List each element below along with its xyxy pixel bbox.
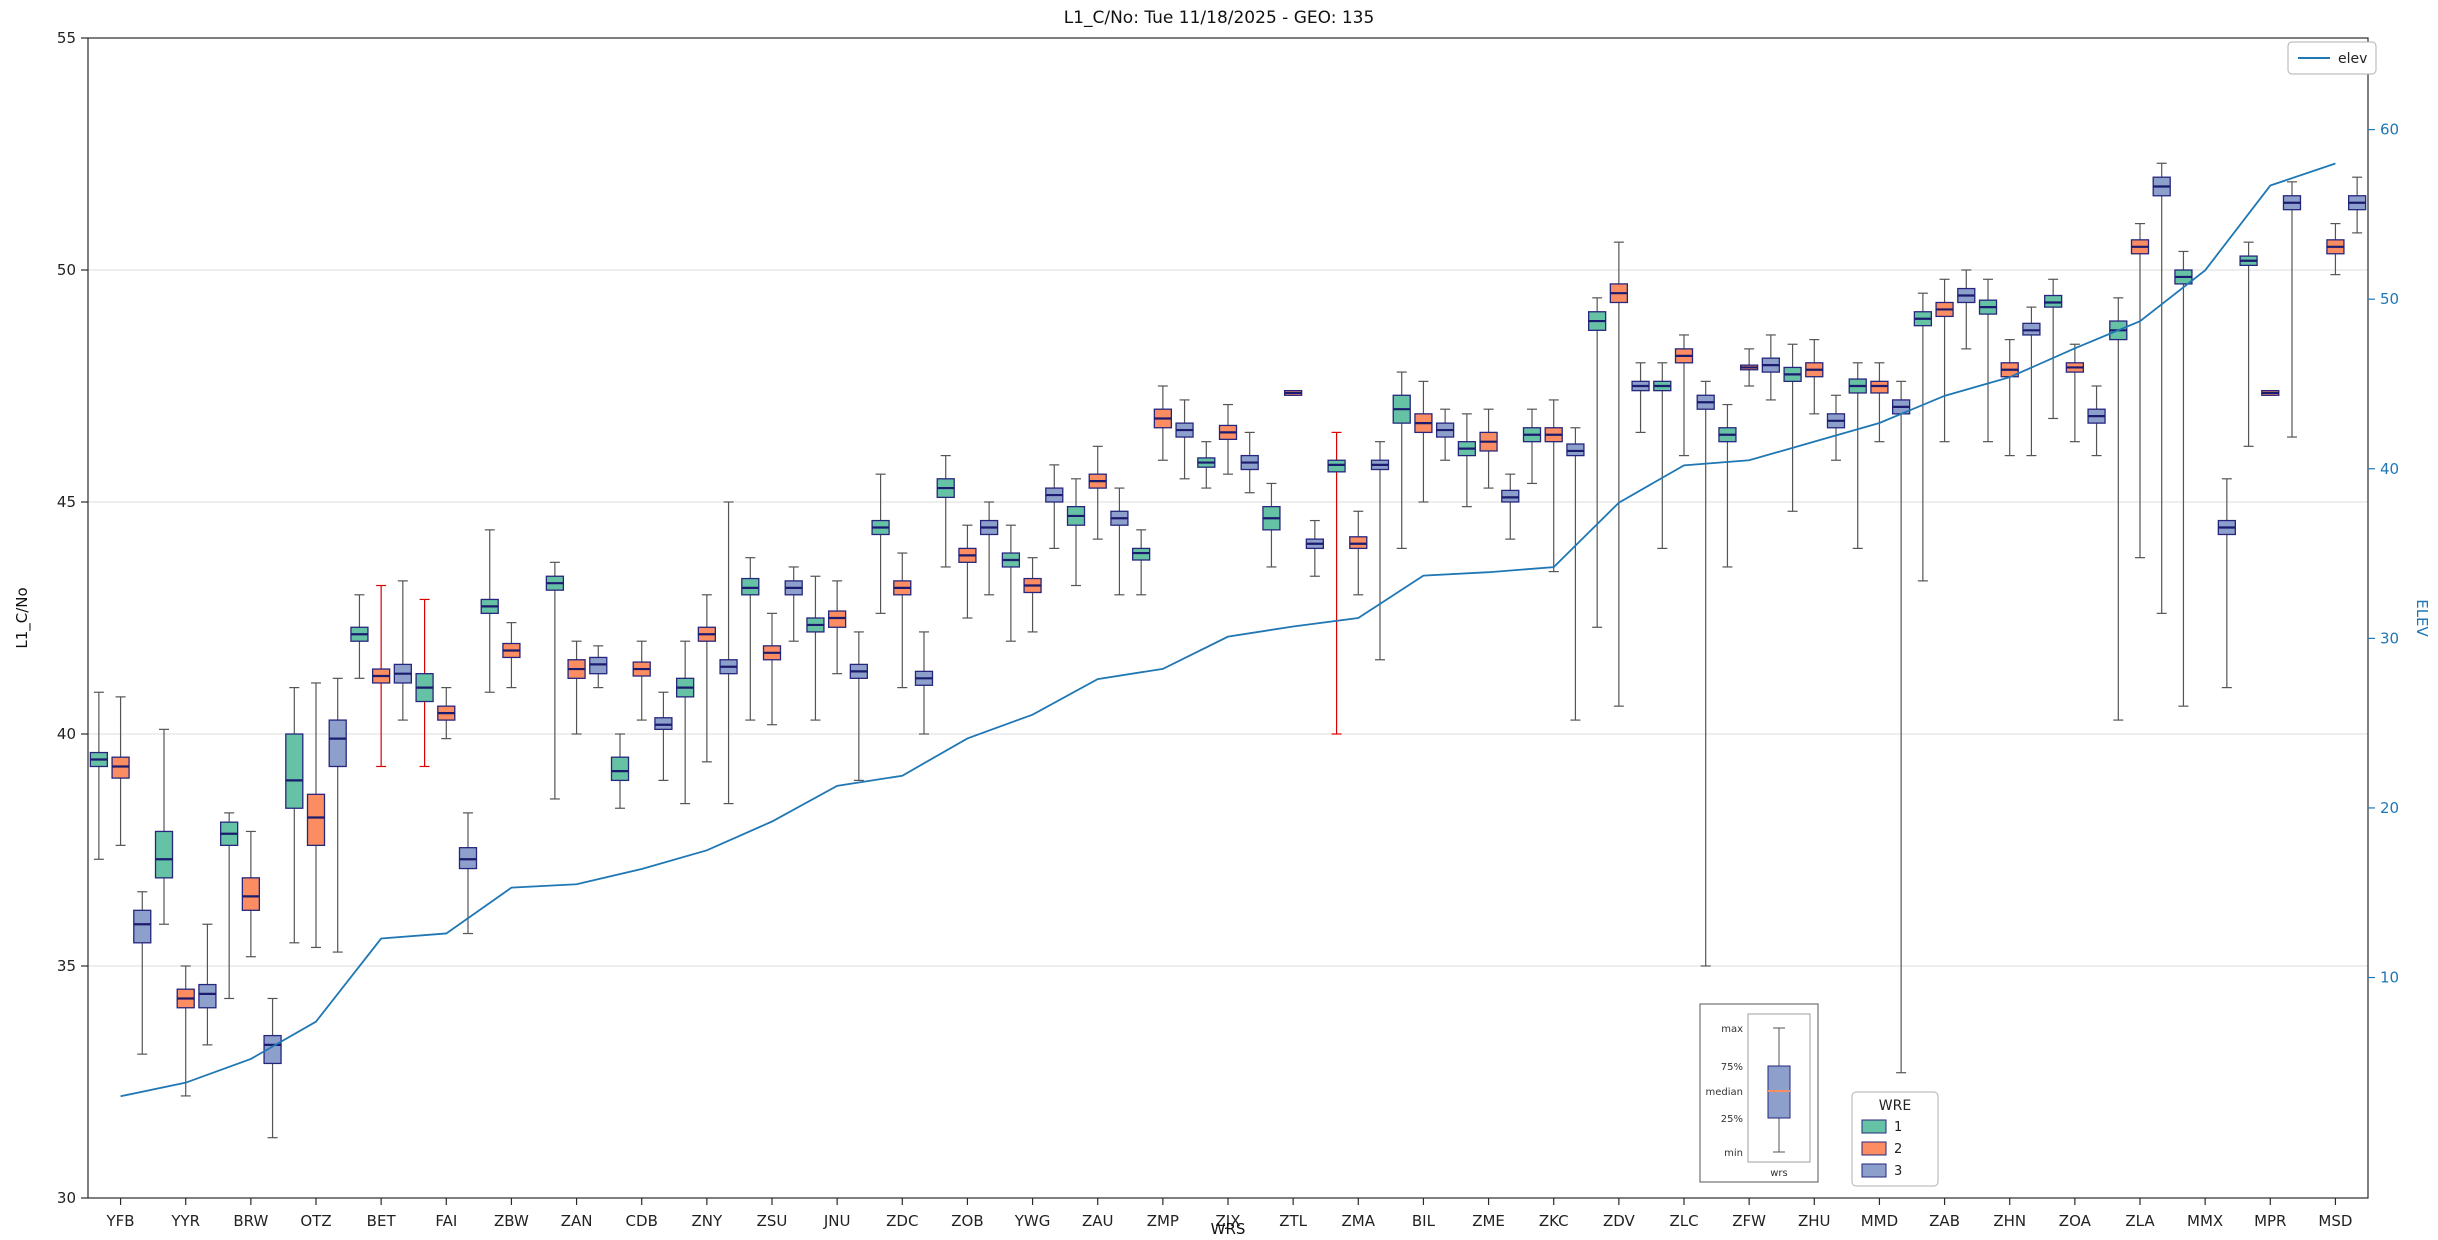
boxplot-series-3	[133, 162, 2367, 1139]
chart-title: L1_C/No: Tue 11/18/2025 - GEO: 135	[1063, 8, 1375, 28]
svg-text:ZAB: ZAB	[1929, 1212, 1960, 1230]
svg-text:OTZ: OTZ	[300, 1212, 331, 1230]
svg-text:ZMP: ZMP	[1147, 1212, 1179, 1230]
svg-text:ZKC: ZKC	[1539, 1212, 1569, 1230]
svg-text:JNU: JNU	[823, 1212, 851, 1230]
boxplot-series-2	[111, 223, 2345, 1097]
plot-frame	[87, 37, 2369, 1199]
svg-text:YYR: YYR	[170, 1212, 200, 1230]
svg-text:50: 50	[57, 261, 76, 279]
svg-text:max: max	[1721, 1024, 1743, 1035]
boxplot-anatomy-inset: max 75% median 25% min wrs	[1699, 1003, 1819, 1183]
svg-text:ZOB: ZOB	[951, 1212, 983, 1230]
svg-text:20: 20	[2380, 799, 2399, 817]
svg-text:BRW: BRW	[233, 1212, 268, 1230]
gridlines	[88, 37, 2368, 1199]
svg-text:45: 45	[57, 493, 76, 511]
svg-text:ZHN: ZHN	[1993, 1212, 2026, 1230]
y-axis-left: 30 35 40 45 50 55	[57, 29, 88, 1207]
svg-text:ZOA: ZOA	[2059, 1212, 2092, 1230]
svg-text:30: 30	[2380, 629, 2399, 647]
svg-text:wrs: wrs	[1770, 1168, 1788, 1179]
svg-text:ZSU: ZSU	[757, 1212, 788, 1230]
svg-text:median: median	[1706, 1087, 1744, 1098]
svg-text:ZTL: ZTL	[1279, 1212, 1307, 1230]
svg-text:10: 10	[2380, 969, 2399, 987]
svg-text:ZLC: ZLC	[1669, 1212, 1698, 1230]
svg-text:35: 35	[57, 957, 76, 975]
svg-text:ZJX: ZJX	[1216, 1212, 1241, 1230]
svg-text:WRE: WRE	[1879, 1098, 1911, 1114]
x-axis: YFB YYR BRW OTZ BET FAI ZBW ZAN CDB ZNY ZSU JNU ZDC Z…	[106, 1198, 2352, 1230]
svg-text:1: 1	[1894, 1120, 1902, 1135]
svg-text:ZNY: ZNY	[692, 1212, 723, 1230]
svg-text:60: 60	[2380, 121, 2399, 139]
svg-text:40: 40	[57, 725, 76, 743]
svg-text:30: 30	[57, 1189, 76, 1207]
svg-text:FAI: FAI	[435, 1212, 457, 1230]
svg-text:ZAN: ZAN	[561, 1212, 593, 1230]
svg-text:ZLA: ZLA	[2125, 1212, 2155, 1230]
legend-wre: WRE 1 2 3	[1851, 1091, 1939, 1187]
y-axis-label-right: ELEV	[2413, 599, 2431, 637]
svg-text:YFB: YFB	[106, 1212, 135, 1230]
svg-text:ZAU: ZAU	[1082, 1212, 1114, 1230]
svg-text:MMD: MMD	[1861, 1212, 1898, 1230]
svg-text:MSD: MSD	[2318, 1212, 2352, 1230]
x-axis-label: WRS	[1210, 1220, 1246, 1238]
svg-text:ZDC: ZDC	[886, 1212, 918, 1230]
svg-text:3: 3	[1894, 1164, 1902, 1179]
svg-text:CDB: CDB	[626, 1212, 658, 1230]
svg-text:50: 50	[2380, 290, 2399, 308]
svg-text:ZME: ZME	[1472, 1212, 1505, 1230]
y-axis-label-left: L1_C/No	[13, 587, 31, 649]
svg-text:YWG: YWG	[1014, 1212, 1051, 1230]
svg-text:ZMA: ZMA	[1342, 1212, 1376, 1230]
svg-text:MMX: MMX	[2187, 1212, 2223, 1230]
legend-elev: elev	[2287, 41, 2377, 75]
svg-text:BIL: BIL	[1412, 1212, 1436, 1230]
svg-text:ZDV: ZDV	[1603, 1212, 1636, 1230]
y-axis-right: 10 20 30 40 50 60	[2368, 121, 2399, 987]
svg-text:55: 55	[57, 29, 76, 47]
elev-line	[120, 162, 2336, 1098]
svg-text:ZFW: ZFW	[1732, 1212, 1766, 1230]
svg-text:ZBW: ZBW	[494, 1212, 529, 1230]
svg-text:25%: 25%	[1721, 1114, 1743, 1125]
svg-text:ZHU: ZHU	[1798, 1212, 1831, 1230]
boxplot-series-1	[89, 241, 2258, 1000]
svg-text:BET: BET	[367, 1212, 397, 1230]
svg-text:75%: 75%	[1721, 1062, 1743, 1073]
svg-text:elev: elev	[2338, 51, 2367, 67]
svg-text:2: 2	[1894, 1142, 1902, 1157]
svg-text:MPR: MPR	[2254, 1212, 2286, 1230]
svg-text:40: 40	[2380, 460, 2399, 478]
svg-text:min: min	[1724, 1148, 1743, 1159]
